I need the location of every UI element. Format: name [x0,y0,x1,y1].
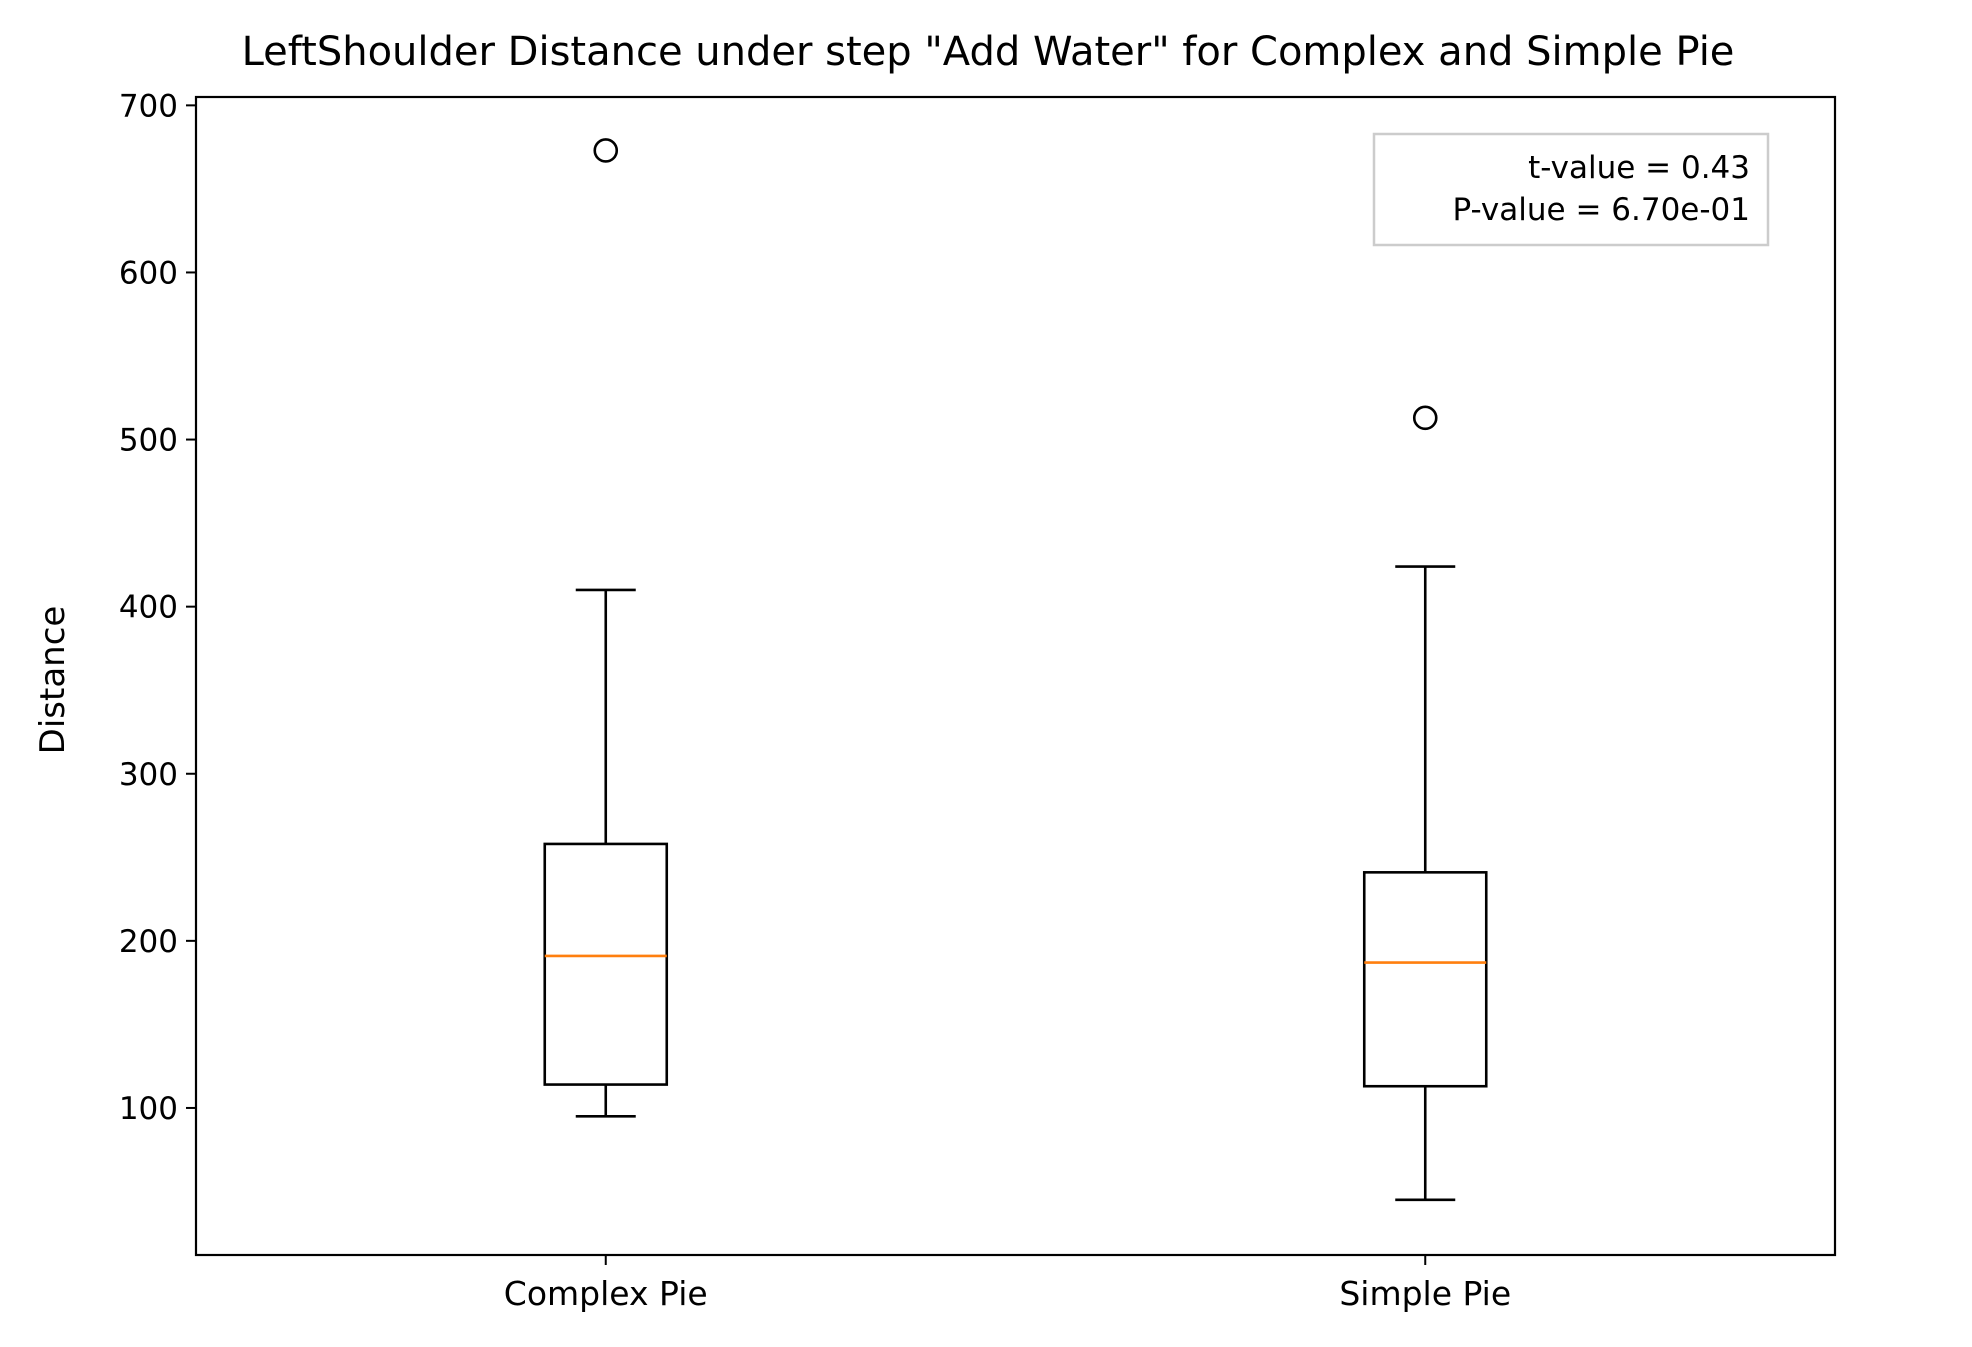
t-value-text: t-value = 0.43 [1528,150,1750,186]
stats-annotation-box [1372,132,1770,247]
x-tick-label: Simple Pie [1339,1274,1511,1313]
p-value-text: P-value = 6.70e-01 [1453,192,1750,228]
outlier-point [593,138,619,163]
outlier-point [1412,405,1438,431]
y-tick-label: 700 [119,88,178,124]
iqr-box [543,842,669,1086]
box-group [1362,405,1488,1202]
plot-area: 100 200 300 400 500 600 700 Complex Pie Simple P… [119,88,1511,1313]
box-group [543,138,669,1118]
iqr-box [1362,871,1488,1088]
y-axis-label: Distance [33,606,73,755]
y-tick-label: 400 [119,590,178,626]
axes-frame [194,95,1837,1257]
y-tick-label: 600 [119,255,178,291]
y-tick-label: 200 [119,924,178,960]
stats-annotation: t-value = 0.43 P-value = 6.70e-01 [1372,132,1770,247]
x-tick-label: Complex Pie [504,1274,708,1313]
y-tick-label: 300 [119,757,178,793]
y-tick-label: 100 [119,1091,178,1127]
chart-title: LeftShoulder Distance under step "Add Wa… [242,29,1735,75]
y-tick-label: 500 [119,423,178,459]
